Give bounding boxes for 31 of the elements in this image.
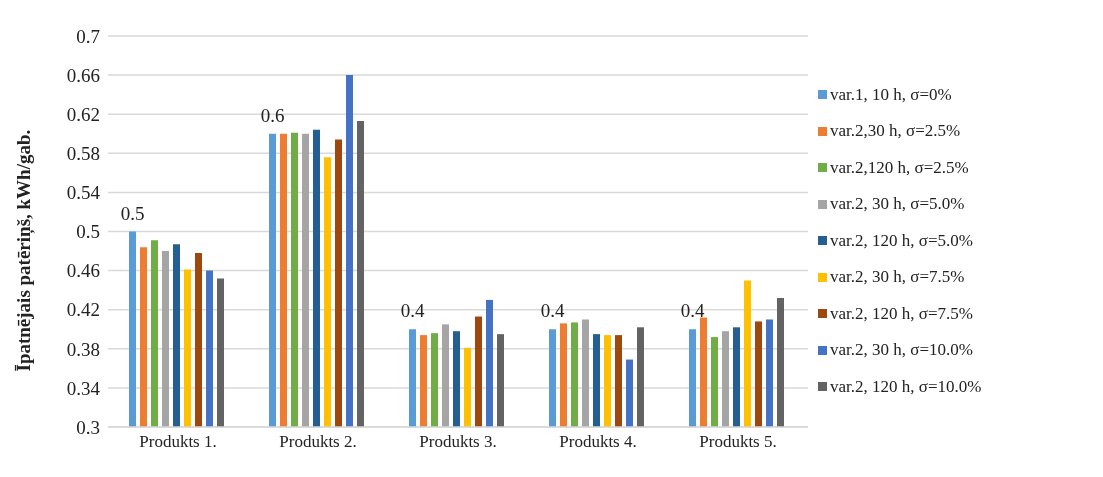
y-tick-label: 0.46 [66,260,100,282]
x-tick-label: Produkts 1. [139,432,217,452]
legend-label: var.2, 30 h, σ=7.5% [830,267,965,287]
y-tick-label: 0.38 [66,338,100,360]
legend-label: var.2, 30 h, σ=5.0% [830,194,965,214]
x-tick-label: Produkts 4. [559,432,637,452]
y-tick-label: 0.3 [76,416,100,438]
y-axis-title: Īpatnējais patēriņš, kWh/gab. [12,129,35,372]
legend-label: var.2, 120 h, σ=10.0% [830,376,982,397]
data-label: 0.4 [540,300,565,322]
legend-label: var.2,120 h, σ=2.5% [830,157,969,178]
legend-label: var.2, 120 h, σ=7.5% [830,303,973,324]
x-tick-label: Produkts 5. [699,432,777,452]
y-tick-label: 0.7 [76,25,100,47]
data-label: 0.4 [400,300,425,322]
y-tick-label: 0.34 [66,377,101,399]
x-tick-label: Produkts 2. [279,432,357,452]
data-label: 0.6 [260,104,285,126]
data-label: 0.4 [680,300,705,322]
legend-label: var.2, 120 h, σ=5.0% [830,230,973,251]
y-tick-label: 0.62 [66,103,100,125]
x-tick-label: Produkts 3. [419,432,497,452]
y-tick-label: 0.54 [66,182,101,204]
data-label: 0.5 [120,202,145,224]
y-tick-label: 0.66 [66,64,100,86]
y-tick-label: 0.58 [66,143,100,165]
y-tick-label: 0.42 [66,299,100,321]
legend-label: var.2,30 h, σ=2.5% [830,121,961,141]
legend-label: var.1, 10 h, σ=0% [830,84,952,105]
y-tick-label: 0.5 [76,221,100,243]
legend-label: var.2, 30 h, σ=10.0% [830,340,973,360]
